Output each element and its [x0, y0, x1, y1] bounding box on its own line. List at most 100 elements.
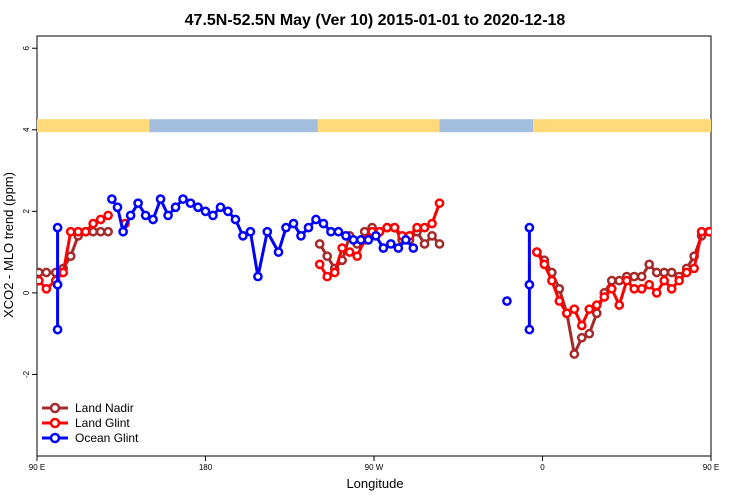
data-point: [215, 202, 226, 213]
data-point: [253, 271, 263, 282]
y-tick-label: 0: [22, 290, 31, 295]
data-point: [318, 218, 329, 229]
data-point: [262, 226, 273, 237]
data-point: [245, 226, 256, 237]
data-point: [140, 210, 151, 221]
band-segment-ocean: [439, 119, 534, 133]
data-point: [288, 218, 299, 229]
x-tick-label: 180: [199, 463, 213, 472]
data-point: [329, 267, 340, 278]
data-point: [696, 226, 707, 237]
data-point: [419, 239, 430, 249]
data-point: [118, 226, 128, 237]
y-tick-label: 6: [22, 45, 31, 50]
data-point: [524, 279, 535, 290]
land-ocean-band: [37, 119, 711, 133]
data-point: [659, 275, 670, 286]
data-point: [326, 226, 336, 237]
data-point: [333, 226, 344, 237]
data-point: [569, 304, 580, 315]
data-point: [539, 259, 550, 270]
data-point: [322, 271, 333, 282]
data-point: [344, 247, 355, 257]
data-point: [651, 288, 662, 298]
data-point: [644, 279, 655, 290]
data-point: [80, 226, 91, 237]
data-point: [400, 235, 411, 245]
data-point: [133, 198, 143, 209]
series-line: [728, 199, 750, 232]
data-point: [606, 283, 617, 294]
data-point: [200, 206, 211, 217]
data-point: [185, 198, 196, 209]
data-point: [52, 279, 63, 290]
data-point: [434, 239, 445, 249]
data-point: [666, 267, 677, 278]
legend-label: Land Glint: [75, 416, 130, 430]
data-point: [352, 251, 362, 262]
data-point: [311, 214, 321, 225]
data-point: [95, 226, 106, 237]
band-segment-land: [317, 119, 440, 133]
data-point: [569, 349, 580, 359]
data-point: [704, 226, 711, 237]
data-point: [614, 275, 625, 286]
data-point: [112, 202, 123, 213]
data-point: [348, 235, 359, 245]
data-point: [584, 328, 595, 339]
y-tick-label: -2: [22, 370, 31, 378]
data-point: [728, 212, 735, 219]
data-point: [73, 226, 84, 237]
y-axis: -2 0 2 4 6: [22, 45, 37, 378]
data-point: [371, 230, 381, 241]
data-point: [88, 226, 99, 237]
data-point: [52, 222, 63, 233]
series-layer: [37, 194, 750, 359]
data-point: [532, 247, 542, 257]
data-point: [281, 222, 291, 233]
data-point: [674, 275, 685, 286]
data-point: [659, 267, 670, 278]
data-point: [547, 275, 557, 286]
chart-title: 47.5N-52.5N May (Ver 10) 2015-01-01 to 2…: [185, 12, 566, 29]
data-point: [341, 230, 351, 241]
data-point: [689, 263, 700, 274]
data-point: [125, 210, 136, 221]
data-point: [721, 228, 728, 235]
x-tick-label: 90 E: [703, 463, 719, 472]
data-point: [434, 198, 445, 209]
data-point: [273, 247, 284, 257]
data-point: [155, 194, 166, 204]
data-point: [95, 214, 106, 225]
x-axis: 90 E 180 90 W 0 90 E: [29, 456, 719, 472]
data-point: [389, 222, 400, 233]
data-point: [163, 210, 173, 221]
data-point: [314, 239, 325, 249]
y-axis-label: XCO2 - MLO trend (ppm): [1, 172, 16, 318]
data-point: [223, 206, 233, 217]
data-point: [314, 259, 325, 270]
plot-area: [36, 35, 712, 457]
data-point: [41, 283, 52, 294]
data-point: [739, 220, 746, 227]
data-point: [88, 218, 99, 229]
band-segment-land: [37, 119, 150, 133]
data-point: [591, 300, 602, 310]
data-point: [554, 296, 565, 306]
x-tick-label: 90 E: [29, 463, 45, 472]
data-point: [378, 243, 389, 253]
data-point: [178, 194, 188, 204]
data-point: [724, 196, 731, 203]
data-point: [148, 214, 158, 225]
data-point: [427, 230, 437, 241]
legend-label: Land Nadir: [75, 401, 134, 415]
data-point: [629, 283, 640, 294]
data-point: [322, 251, 333, 262]
data-point: [382, 222, 392, 233]
data-point: [614, 300, 625, 310]
data-point: [629, 271, 640, 282]
data-point: [103, 210, 113, 221]
x-tick-label: 90 W: [365, 463, 384, 472]
